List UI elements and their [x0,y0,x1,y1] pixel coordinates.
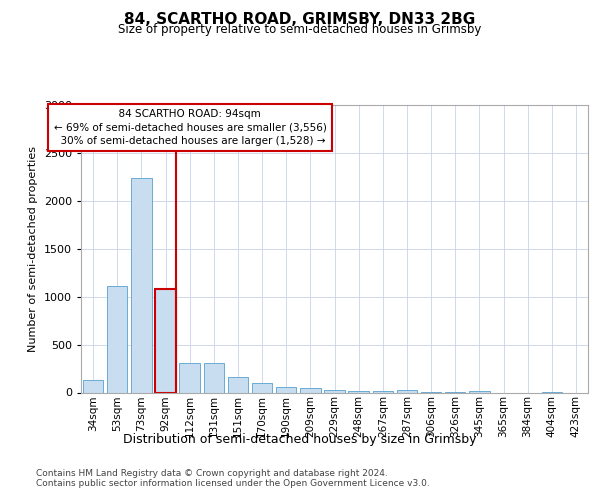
Bar [107,286,127,393]
Bar [349,390,369,392]
Bar [276,387,296,392]
Y-axis label: Number of semi-detached properties: Number of semi-detached properties [28,146,38,352]
Bar [324,390,345,392]
Text: Distribution of semi-detached houses by size in Grimsby: Distribution of semi-detached houses by … [123,432,477,446]
Text: Contains HM Land Registry data © Crown copyright and database right 2024.: Contains HM Land Registry data © Crown c… [36,469,388,478]
Text: 84, SCARTHO ROAD, GRIMSBY, DN33 2BG: 84, SCARTHO ROAD, GRIMSBY, DN33 2BG [124,12,476,28]
Bar [83,380,103,392]
Bar [227,376,248,392]
Bar [252,384,272,392]
Bar [397,390,417,392]
Bar [131,178,152,392]
Text: Size of property relative to semi-detached houses in Grimsby: Size of property relative to semi-detach… [118,23,482,36]
Bar [300,388,320,392]
Bar [203,363,224,392]
Bar [469,391,490,392]
Text: 84 SCARTHO ROAD: 94sqm  
← 69% of semi-detached houses are smaller (3,556)
  30%: 84 SCARTHO ROAD: 94sqm ← 69% of semi-det… [53,110,326,146]
Bar [155,290,176,393]
Bar [179,363,200,392]
Text: Contains public sector information licensed under the Open Government Licence v3: Contains public sector information licen… [36,479,430,488]
Bar [373,391,393,392]
